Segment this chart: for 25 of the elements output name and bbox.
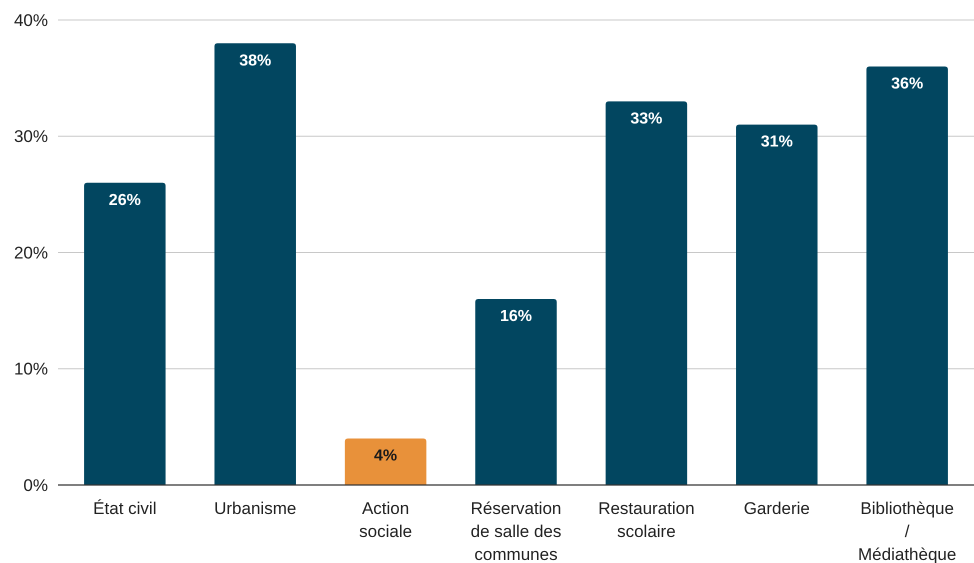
bar xyxy=(214,43,296,485)
bar xyxy=(84,182,166,485)
bar xyxy=(866,66,948,485)
y-tick-label: 0% xyxy=(23,476,48,495)
y-tick-label: 30% xyxy=(14,127,48,146)
y-tick-label: 20% xyxy=(14,243,48,262)
data-label: 16% xyxy=(500,308,532,325)
data-label: 4% xyxy=(374,448,398,464)
x-tick-label: Garderie xyxy=(744,499,810,518)
x-tick-label: Restauration scolaire xyxy=(598,499,695,541)
y-tick-label: 40% xyxy=(14,10,48,30)
bar xyxy=(475,299,557,485)
bar xyxy=(606,101,688,485)
data-label: 31% xyxy=(760,134,793,151)
x-tick-label: Urbanisme xyxy=(214,499,296,518)
x-tick-label: État civil xyxy=(93,499,156,518)
y-tick-label: 10% xyxy=(14,360,48,379)
data-label: 38% xyxy=(239,52,272,70)
x-tick-label: Action sociale xyxy=(359,499,412,541)
x-tick-label: Réservation de salle des communes xyxy=(470,499,562,563)
bar xyxy=(736,124,818,485)
data-label: 26% xyxy=(108,192,141,209)
data-label: 36% xyxy=(891,76,924,92)
data-label: 33% xyxy=(630,110,662,128)
bar xyxy=(344,438,426,485)
